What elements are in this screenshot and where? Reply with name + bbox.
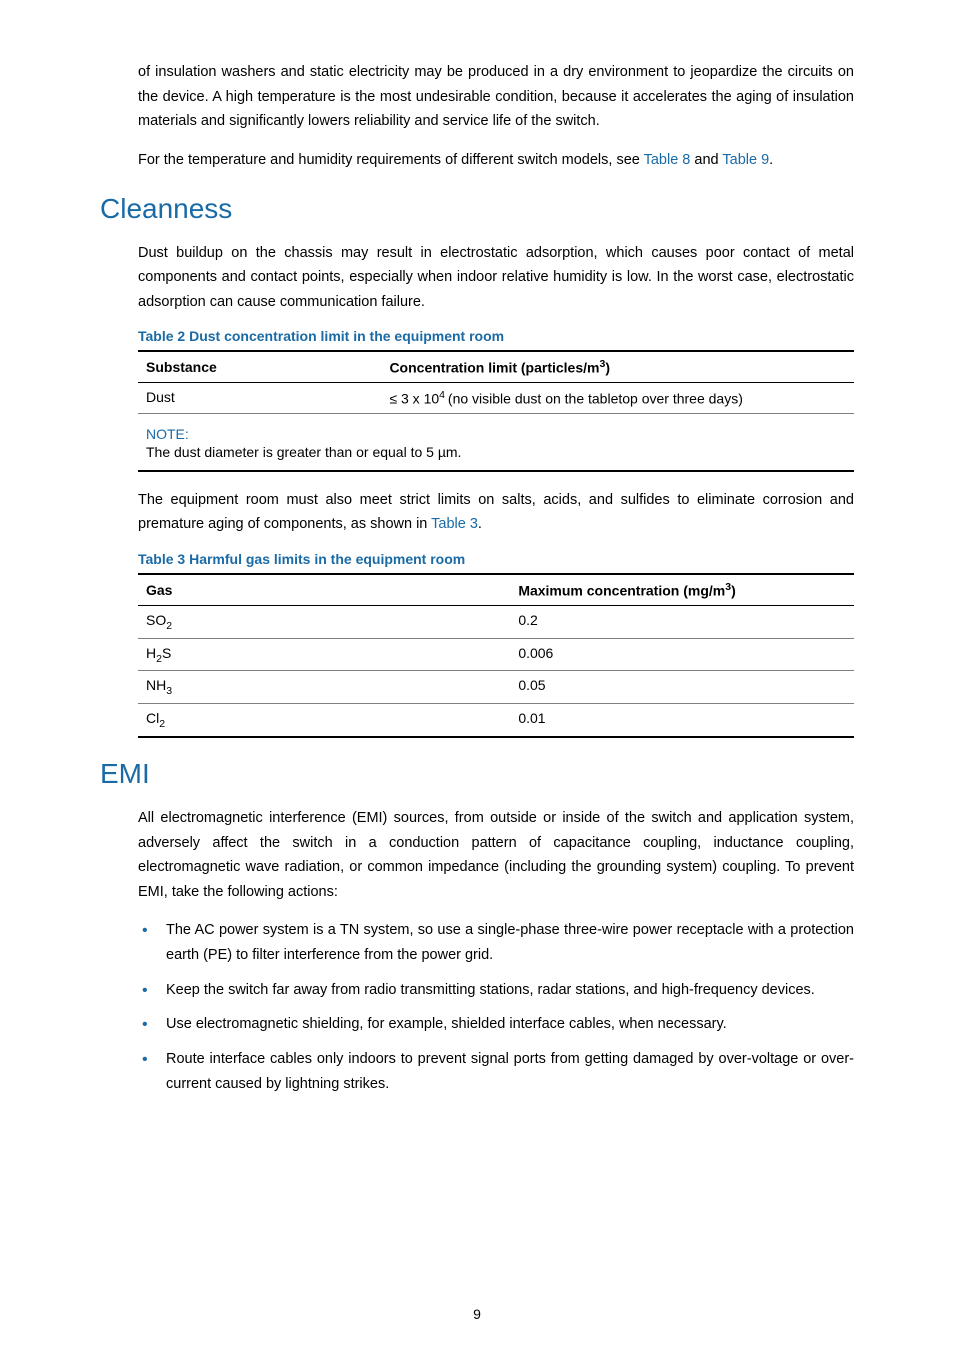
table-row: Cl2 0.01: [138, 704, 854, 737]
text: S: [162, 645, 171, 661]
text: ): [605, 360, 610, 376]
note-text: The dust diameter is greater than or equ…: [146, 442, 846, 464]
table-3-header-gas: Gas: [138, 574, 510, 605]
table-2-header-concentration: Concentration limit (particles/m3): [381, 351, 854, 382]
link-table-8[interactable]: Table 8: [644, 152, 691, 168]
page: of insulation washers and static electri…: [0, 0, 954, 1350]
table-2-header-substance: Substance: [138, 351, 381, 382]
cell-value: 0.2: [510, 605, 854, 638]
text: and: [690, 152, 722, 168]
cell-gas: SO2: [138, 605, 510, 638]
table-note-row: NOTE: The dust diameter is greater than …: [138, 413, 854, 471]
text: ): [731, 583, 736, 599]
cell-value: 0.01: [510, 704, 854, 737]
table-3-header-concentration: Maximum concentration (mg/m3): [510, 574, 854, 605]
emi-bullet-list: The AC power system is a TN system, so u…: [138, 918, 854, 1096]
cell-value: 0.006: [510, 638, 854, 671]
text: H: [146, 645, 156, 661]
text: .: [478, 516, 482, 532]
cleanness-para-2: The equipment room must also meet strict…: [138, 488, 854, 537]
text: Concentration limit (particles/m: [389, 360, 599, 376]
table-row: NH3 0.05: [138, 671, 854, 704]
list-item: Route interface cables only indoors to p…: [138, 1047, 854, 1096]
table-2: Substance Concentration limit (particles…: [138, 350, 854, 471]
link-table-3[interactable]: Table 3: [431, 516, 478, 532]
cell-gas: H2S: [138, 638, 510, 671]
cell-gas: NH3: [138, 671, 510, 704]
cell-substance: Dust: [138, 383, 381, 414]
text: Maximum concentration (mg/m: [518, 583, 725, 599]
sub: 2: [159, 718, 165, 730]
text: SO: [146, 612, 166, 628]
table-3-caption: Table 3 Harmful gas limits in the equipm…: [138, 551, 854, 567]
text: The equipment room must also meet strict…: [138, 492, 854, 533]
list-item: The AC power system is a TN system, so u…: [138, 918, 854, 967]
page-number: 9: [0, 1306, 954, 1322]
table-row: H2S 0.006: [138, 638, 854, 671]
list-item: Keep the switch far away from radio tran…: [138, 978, 854, 1003]
text: (no visible dust on the tabletop over th…: [448, 391, 743, 407]
cell-concentration: ≤ 3 x 104 (no visible dust on the tablet…: [381, 383, 854, 414]
text: ≤ 3 x 10: [389, 391, 439, 407]
text: NH: [146, 677, 166, 693]
table-row: Dust ≤ 3 x 104 (no visible dust on the t…: [138, 383, 854, 414]
text: For the temperature and humidity require…: [138, 152, 644, 168]
cell-value: 0.05: [510, 671, 854, 704]
text: Cl: [146, 710, 159, 726]
heading-cleanness: Cleanness: [100, 193, 854, 225]
link-table-9[interactable]: Table 9: [722, 152, 769, 168]
cell-gas: Cl2: [138, 704, 510, 737]
heading-emi: EMI: [100, 758, 854, 790]
list-item: Use electromagnetic shielding, for examp…: [138, 1012, 854, 1037]
table-3: Gas Maximum concentration (mg/m3) SO2 0.…: [138, 573, 854, 738]
emi-para-1: All electromagnetic interference (EMI) s…: [138, 806, 854, 905]
table-2-caption: Table 2 Dust concentration limit in the …: [138, 328, 854, 344]
text: .: [769, 152, 773, 168]
intro-para-2: For the temperature and humidity require…: [138, 148, 854, 173]
sub: 3: [166, 685, 172, 697]
sub: 2: [166, 620, 172, 632]
intro-para-1: of insulation washers and static electri…: [138, 60, 854, 134]
table-row: SO2 0.2: [138, 605, 854, 638]
note-label: NOTE:: [146, 420, 846, 442]
cleanness-para-1: Dust buildup on the chassis may result i…: [138, 241, 854, 315]
sup: 4: [439, 389, 448, 401]
